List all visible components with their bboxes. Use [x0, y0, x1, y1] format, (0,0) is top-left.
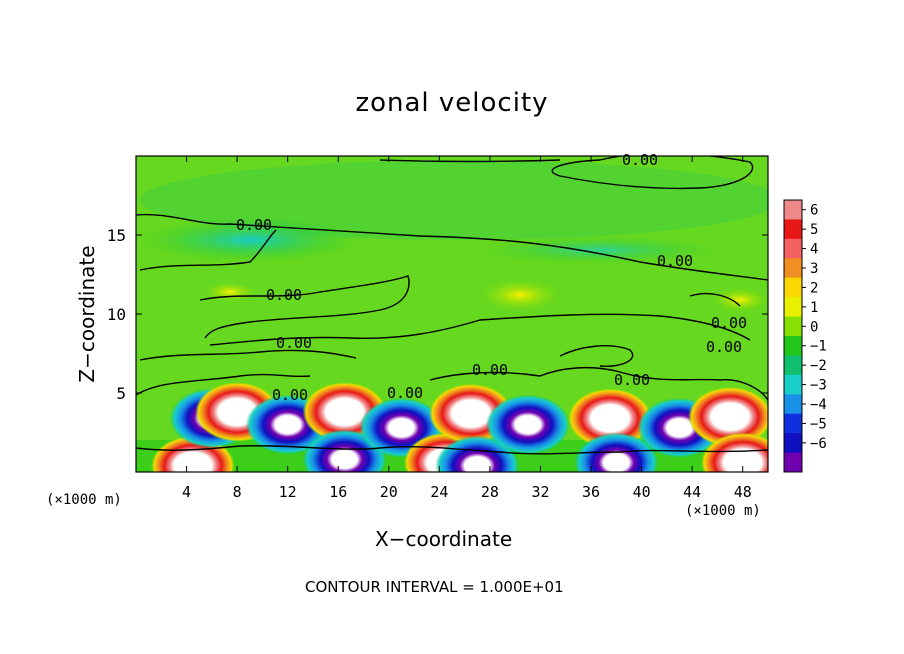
- chart-title: zonal velocity: [355, 88, 549, 118]
- contour-line-2: [139, 229, 277, 271]
- colorbar-frame: [783, 199, 803, 473]
- yellow-patch-1: [480, 279, 560, 311]
- contour-line-3: [199, 275, 410, 339]
- upper-green-band: [140, 160, 768, 240]
- colorbar-swatch-1: [784, 219, 802, 240]
- contour-line-11: [559, 345, 634, 367]
- contour-line-10: [136, 444, 768, 455]
- y-ticks: 5 10 15: [107, 226, 768, 403]
- cyan-patch-2: [480, 236, 720, 264]
- colorbar-swatch-2: [784, 238, 802, 259]
- x-unit-note-left: (×1000 m): [46, 492, 122, 508]
- zero-contours: [136, 156, 768, 455]
- x-tick-label-8: 36: [582, 483, 600, 501]
- x-tick-label-1: 8: [233, 483, 242, 501]
- contour-line-7: [379, 159, 561, 163]
- colorbar-label-3: 3: [810, 261, 818, 277]
- eddy-15: [700, 432, 768, 472]
- colorbar-swatch-8: [784, 355, 802, 376]
- x-tick-label-0: 4: [182, 483, 191, 501]
- x-tick-label-9: 40: [633, 483, 651, 501]
- contour-label-2: 0.00: [657, 252, 693, 270]
- contour-label-0: 0.00: [622, 151, 658, 169]
- x-unit-note-right: (×1000 m): [685, 503, 761, 519]
- velocity-field: [136, 156, 768, 472]
- contour-line-12: [689, 292, 741, 307]
- eddy-group: [150, 381, 768, 472]
- contour-line-6: [551, 156, 754, 190]
- colorbar-swatch-5: [784, 297, 802, 318]
- x-tick-label-7: 32: [531, 483, 549, 501]
- colorbar-swatch-11: [784, 413, 802, 434]
- contour-label-1: 0.00: [236, 216, 272, 234]
- contour-line-1: [136, 213, 768, 281]
- contour-line-9: [136, 373, 311, 396]
- x-tick-label-2: 12: [279, 483, 297, 501]
- x-tick-label-6: 28: [481, 483, 499, 501]
- x-axis-label: X−coordinate: [375, 527, 513, 551]
- contour-label-10: 0.00: [387, 384, 423, 402]
- contour-label-3: 0.00: [266, 286, 302, 304]
- x-ticks: 4 8 12 16 20 24 28 32 36 40 44 48: [182, 156, 752, 501]
- colorbar-swatch-9: [784, 374, 802, 395]
- eddy-10: [485, 394, 570, 455]
- colorbar-swatch-3: [784, 258, 802, 279]
- yellow-patch-2: [204, 282, 256, 302]
- colorbar-label-5: 1: [810, 300, 818, 316]
- colorbar-label-4: 2: [810, 280, 818, 296]
- contour-line-8: [429, 366, 768, 401]
- contour-label-group: 0.00 0.00 0.00 0.00 0.00 0.00 0.00 0.00 0.00 0.00…: [236, 151, 747, 404]
- eddy-11: [568, 388, 652, 449]
- contour-label-7: 0.00: [472, 361, 508, 379]
- contour-line-5: [139, 349, 357, 361]
- x-tick-label-10: 44: [683, 483, 701, 501]
- contour-label-4: 0.00: [711, 314, 747, 332]
- colorbar-label-12: −6: [810, 436, 827, 452]
- colorbar-label-2: 4: [810, 242, 818, 258]
- x-tick-label-5: 24: [430, 483, 448, 501]
- colorbar-swatch-13: [784, 452, 802, 473]
- contour-interval-note: CONTOUR INTERVAL = 1.000E+01: [305, 578, 564, 596]
- colorbar-label-10: −4: [810, 397, 827, 413]
- yellow-patch-3: [712, 288, 768, 312]
- contour-line-4: [209, 313, 751, 346]
- y-tick-label-2: 15: [107, 226, 126, 245]
- eddy-14: [688, 386, 768, 447]
- colorbar-swatch-10: [784, 394, 802, 415]
- contour-label-6: 0.00: [706, 338, 742, 356]
- colorbar-label-11: −5: [810, 416, 827, 432]
- colorbar-swatch-7: [784, 336, 802, 356]
- colorbar-swatch-6: [784, 316, 802, 337]
- colorbar-swatch-12: [784, 433, 802, 454]
- colorbar-label-0: 6: [810, 203, 818, 219]
- contour-label-5: 0.00: [276, 334, 312, 352]
- x-tick-label-11: 48: [734, 483, 752, 501]
- contour-label-9: 0.00: [272, 386, 308, 404]
- x-tick-label-4: 20: [380, 483, 398, 501]
- colorbar-label-7: −1: [810, 339, 827, 355]
- contour-label-8: 0.00: [614, 371, 650, 389]
- colorbar-swatch-0: [784, 200, 802, 220]
- y-tick-label-0: 5: [116, 384, 126, 403]
- colorbar-label-8: −2: [810, 358, 827, 374]
- colorbar-label-1: 5: [810, 222, 818, 238]
- colorbar-label-6: 0: [810, 319, 818, 335]
- colorbar-label-9: −3: [810, 378, 827, 394]
- colorbar-swatch-4: [784, 277, 802, 298]
- y-tick-label-1: 10: [107, 305, 126, 324]
- x-tick-label-3: 16: [329, 483, 347, 501]
- colorbar: 6 5 4 3 2 1 0 −1 −2 −3 −4 −5 −6: [783, 199, 827, 473]
